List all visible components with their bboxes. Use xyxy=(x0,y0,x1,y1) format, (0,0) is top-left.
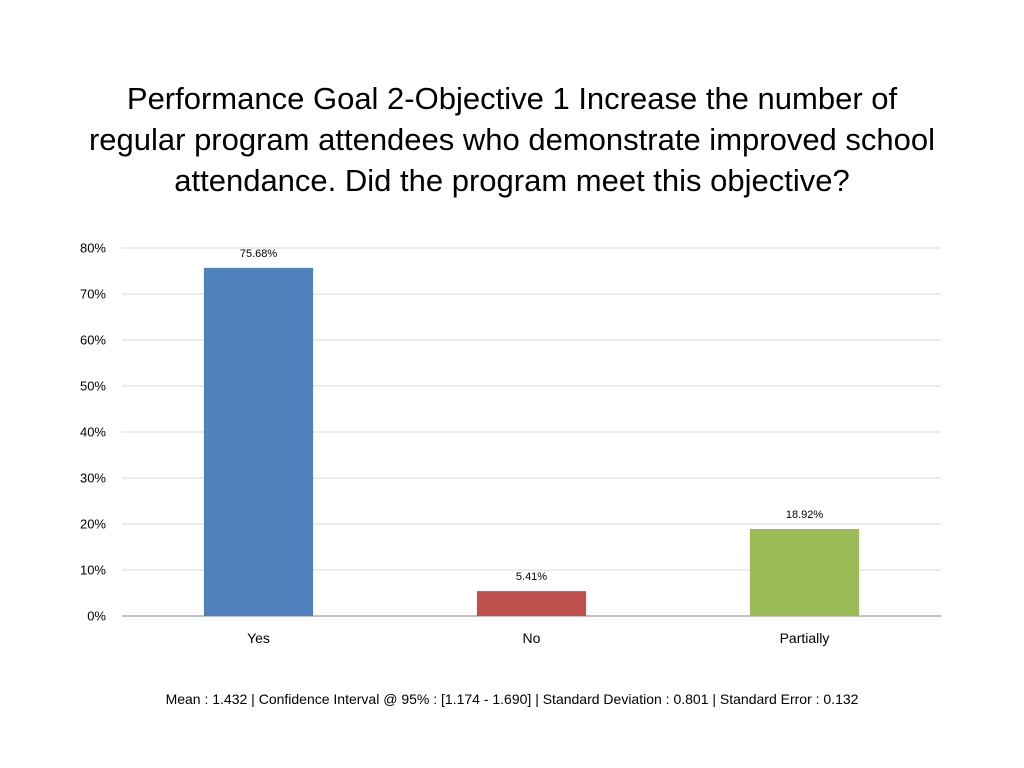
x-category-label: Yes xyxy=(247,630,270,646)
data-label: 5.41% xyxy=(516,571,547,583)
y-tick-label: 0% xyxy=(87,609,106,624)
x-category-label: No xyxy=(523,630,541,646)
summary-statistics: Mean : 1.432 | Confidence Interval @ 95%… xyxy=(165,691,859,707)
y-tick-label: 40% xyxy=(80,425,106,440)
y-tick-label: 50% xyxy=(80,379,106,394)
bar xyxy=(749,528,860,616)
chart-title: Performance Goal 2-Objective 1 Increase … xyxy=(88,81,936,198)
y-tick-label: 60% xyxy=(80,333,106,348)
y-tick-label: 30% xyxy=(80,471,106,486)
y-tick-label: 10% xyxy=(80,563,106,578)
x-category-label: Partially xyxy=(780,630,830,646)
labels: 0% 10% 20% 30% 40% 50% 60% 70% 80% 75.68% Yes 5.41%… xyxy=(80,241,829,647)
y-tick-label: 20% xyxy=(80,517,106,532)
bar xyxy=(203,267,314,616)
bars xyxy=(203,267,860,616)
y-tick-label: 80% xyxy=(80,241,106,256)
y-tick-label: 70% xyxy=(80,287,106,302)
bar xyxy=(476,591,587,616)
data-label: 75.68% xyxy=(240,248,278,260)
data-label: 18.92% xyxy=(786,509,824,521)
